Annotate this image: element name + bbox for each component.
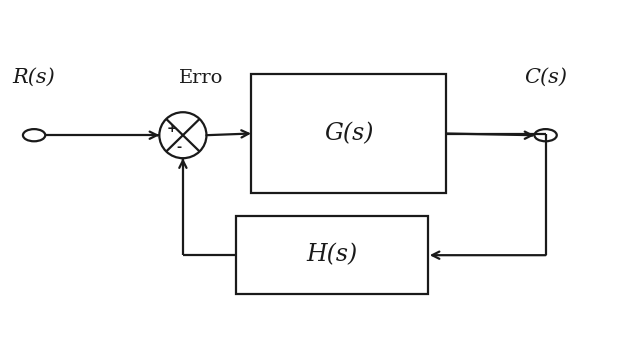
- Bar: [236, 216, 428, 294]
- Text: Erro: Erro: [179, 69, 224, 88]
- Text: H(s): H(s): [306, 244, 357, 267]
- Text: -: -: [177, 141, 182, 154]
- Bar: [251, 74, 446, 193]
- Text: R(s): R(s): [13, 68, 55, 87]
- Text: +: +: [167, 122, 177, 135]
- Text: G(s): G(s): [324, 122, 373, 145]
- Text: C(s): C(s): [524, 68, 567, 87]
